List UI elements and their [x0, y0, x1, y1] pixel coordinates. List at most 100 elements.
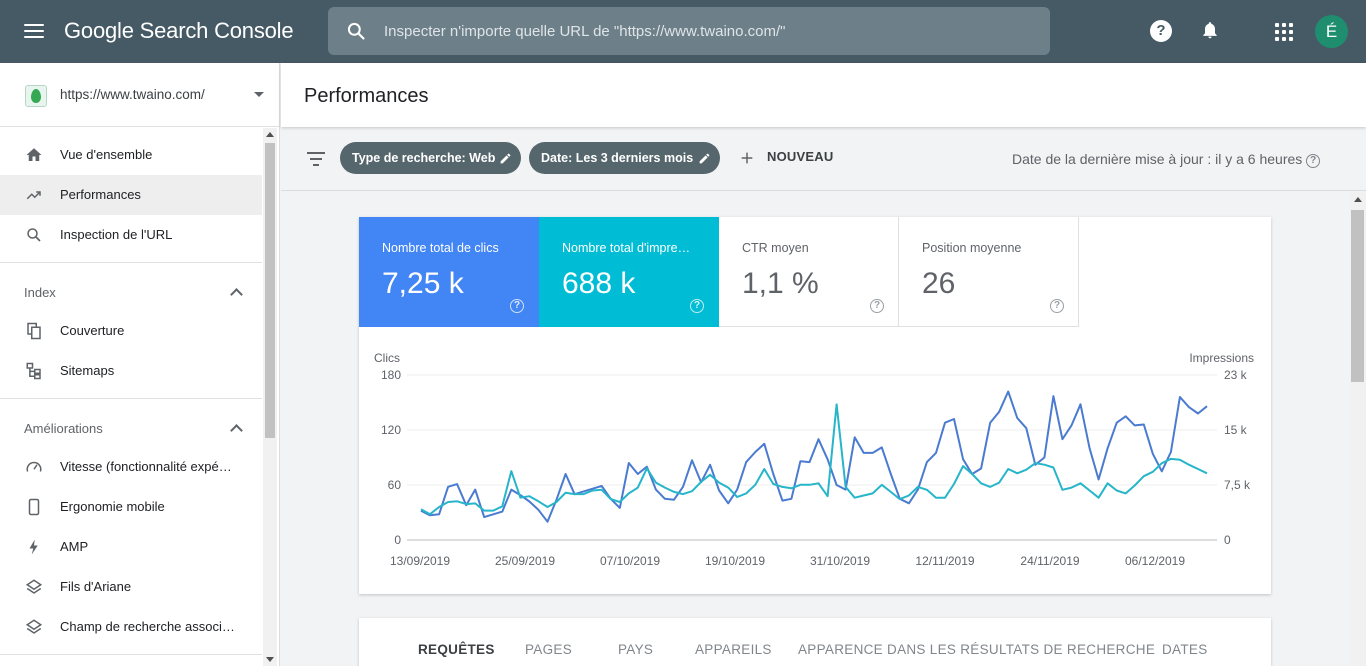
caret-down-icon[interactable] — [254, 92, 264, 97]
right-tick-label: 0 — [1224, 533, 1231, 547]
sidebar-item-label: Vitesse (fonctionnalité expé… — [60, 459, 232, 474]
x-tick-label: 19/10/2019 — [705, 554, 765, 568]
x-tick-label: 13/09/2019 — [390, 554, 450, 568]
sidebar-scrollbar[interactable] — [263, 128, 277, 666]
layers-icon — [25, 579, 43, 594]
section-title-index[interactable]: Index — [24, 285, 56, 300]
help-icon[interactable]: ? — [510, 299, 524, 313]
tab-queries[interactable]: REQUÊTES — [418, 642, 495, 657]
bell-icon[interactable] — [1200, 19, 1220, 41]
left-tick-label: 180 — [381, 368, 401, 382]
filter-bar: Type de recherche: Web Date: Les 3 derni… — [281, 127, 1366, 191]
right-axis-label: Impressions — [1189, 351, 1254, 365]
speed-icon — [26, 461, 42, 472]
x-tick-label: 12/11/2019 — [915, 554, 974, 568]
tab-pages[interactable]: PAGES — [525, 642, 573, 657]
performance-card: Nombre total de clics 7,25 k ? Nombre to… — [359, 217, 1271, 594]
property-url: https://www.twaino.com/ — [60, 87, 205, 102]
page-title: Performances — [304, 85, 429, 107]
sidebar-item-label: Ergonomie mobile — [60, 499, 165, 514]
tab-search-appearance[interactable]: APPARENCE DANS LES RÉSULTATS DE RECHERCH… — [798, 642, 1156, 657]
sidebar-item-coverage[interactable]: Couverture — [0, 311, 262, 351]
left-tick-label: 60 — [388, 478, 402, 492]
right-tick-label: 7,5 k — [1224, 478, 1251, 492]
copy-icon — [27, 322, 41, 340]
x-tick-label: 25/09/2019 — [495, 554, 555, 568]
metric-average-position[interactable]: Position moyenne 26 ? — [899, 217, 1079, 327]
x-tick-label: 24/11/2019 — [1020, 554, 1079, 568]
search-type-chip[interactable]: Type de recherche: Web — [340, 142, 521, 174]
metric-label: CTR moyen — [742, 241, 809, 255]
x-tick-label: 31/10/2019 — [810, 554, 870, 568]
left-tick-label: 120 — [381, 423, 401, 437]
apps-icon[interactable] — [1275, 23, 1293, 41]
sidebar-item-overview[interactable]: Vue d'ensemble — [0, 135, 262, 175]
tab-devices[interactable]: APPAREILS — [695, 642, 772, 657]
x-tick-label: 07/10/2019 — [600, 554, 660, 568]
scrollbar-thumb[interactable] — [1351, 210, 1364, 382]
sidebar-item-label: Champ de recherche associ… — [60, 619, 235, 634]
search-icon[interactable] — [346, 21, 366, 41]
menu-icon[interactable] — [24, 21, 46, 41]
sidebar-item-performance[interactable]: Performances — [0, 175, 262, 215]
sidebar-item-mobile[interactable]: Ergonomie mobile — [0, 487, 262, 527]
search-icon — [27, 228, 41, 242]
scroll-down-icon[interactable] — [266, 657, 274, 662]
sidebar-item-breadcrumbs[interactable]: Fils d'Ariane — [0, 567, 262, 607]
sidebar-item-label: Sitemaps — [60, 363, 115, 378]
filter-icon[interactable] — [307, 152, 325, 166]
chip-label: Type de recherche: Web — [352, 151, 496, 165]
metric-total-clicks[interactable]: Nombre total de clics 7,25 k ? — [359, 217, 539, 327]
sidebar-item-sitelinks-searchbox[interactable]: Champ de recherche associ… — [0, 607, 262, 647]
chart-series — [420, 390, 1208, 523]
tab-dates[interactable]: DATES — [1162, 642, 1208, 657]
metric-label: Nombre total d'impre… — [562, 241, 691, 255]
main-scrollbar[interactable] — [1350, 192, 1366, 666]
left-tick-label: 0 — [394, 533, 401, 547]
help-icon[interactable]: ? — [870, 299, 884, 313]
right-tick-label: 23 k — [1224, 368, 1248, 382]
sidebar: https://www.twaino.com/ Vue d'ensemble P… — [0, 63, 280, 666]
plus-icon[interactable] — [739, 150, 755, 166]
home-icon — [26, 148, 42, 161]
chevron-up-icon[interactable] — [230, 424, 243, 437]
metric-average-ctr[interactable]: CTR moyen 1,1 % ? — [719, 217, 899, 327]
series-line-impressions[interactable] — [420, 403, 1208, 516]
divider — [0, 654, 262, 655]
metric-label: Position moyenne — [922, 241, 1022, 255]
sidebar-item-label: Vue d'ensemble — [60, 147, 153, 162]
metric-total-impressions[interactable]: Nombre total d'impre… 688 k ? — [539, 217, 719, 327]
property-selector[interactable]: https://www.twaino.com/ — [0, 63, 279, 127]
performance-chart[interactable]: Clics Impressions 180 120 60 0 23 k 15 k 7,5 … — [359, 327, 1271, 594]
scrollbar-thumb[interactable] — [265, 143, 275, 438]
edit-icon[interactable] — [499, 152, 512, 165]
right-axis-ticks: 23 k 15 k 7,5 k 0 — [1224, 368, 1251, 547]
new-filter-button[interactable]: NOUVEAU — [767, 149, 834, 164]
section-title-enhancements[interactable]: Améliorations — [24, 421, 103, 436]
scroll-up-icon[interactable] — [1354, 197, 1362, 202]
x-axis-ticks: 13/09/2019 25/09/2019 07/10/2019 19/10/2019… — [390, 554, 1185, 568]
sidebar-item-sitemaps[interactable]: Sitemaps — [0, 351, 262, 391]
left-axis-label: Clics — [374, 351, 400, 365]
scroll-up-icon[interactable] — [266, 132, 274, 137]
help-icon[interactable]: ? — [690, 299, 704, 313]
metric-value: 26 — [922, 267, 956, 300]
app-brand[interactable]: Google Search Console — [64, 18, 294, 43]
help-icon[interactable]: ? — [1306, 154, 1321, 168]
sidebar-item-amp[interactable]: AMP — [0, 527, 262, 567]
search-input[interactable] — [384, 7, 1034, 55]
help-icon[interactable]: ? — [1150, 20, 1172, 42]
last-updated: Date de la dernière mise à jour : il y a… — [1012, 151, 1321, 168]
tab-countries[interactable]: PAYS — [618, 642, 654, 657]
edit-icon[interactable] — [698, 152, 711, 165]
chevron-up-icon[interactable] — [230, 288, 243, 301]
help-icon[interactable]: ? — [1050, 299, 1064, 313]
left-axis-ticks: 180 120 60 0 — [381, 368, 401, 547]
series-line-clics[interactable] — [420, 390, 1208, 523]
sidebar-item-speed[interactable]: Vitesse (fonctionnalité expé… — [0, 447, 262, 487]
avatar[interactable]: É — [1315, 15, 1348, 48]
property-icon — [25, 85, 47, 107]
sidebar-item-url-inspection[interactable]: Inspection de l'URL — [0, 215, 262, 255]
date-chip[interactable]: Date: Les 3 derniers mois — [529, 142, 720, 174]
top-app-bar: Google Search Console ? É — [0, 0, 1366, 63]
